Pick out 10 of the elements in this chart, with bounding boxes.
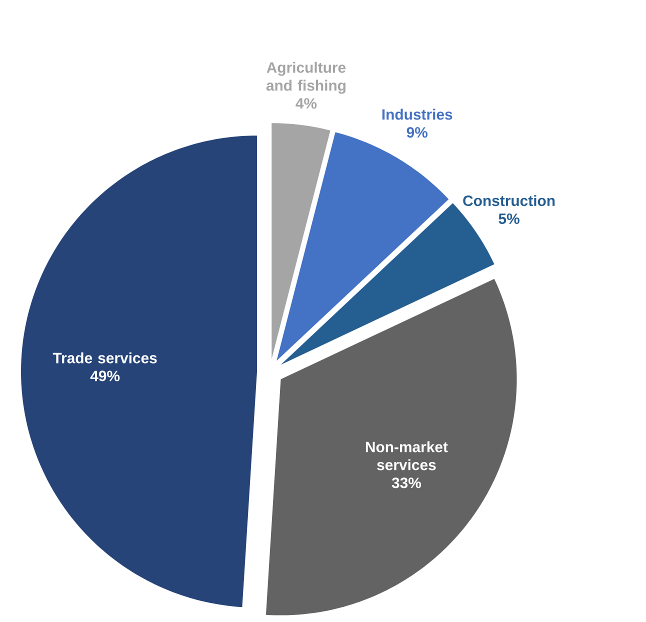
data-label: 49% [90,370,120,382]
data-label: 9% [406,127,428,138]
slice-label: Construction [463,195,555,206]
slice-label: Non-market services [366,441,448,470]
slice-label: Industries [382,108,452,120]
slice-label: Agriculture and fishing [266,62,346,94]
data-label: 4% [296,98,317,109]
slice-label: Trade services [52,352,157,364]
data-label: 33% [392,478,422,488]
data-label: 5% [498,213,520,224]
